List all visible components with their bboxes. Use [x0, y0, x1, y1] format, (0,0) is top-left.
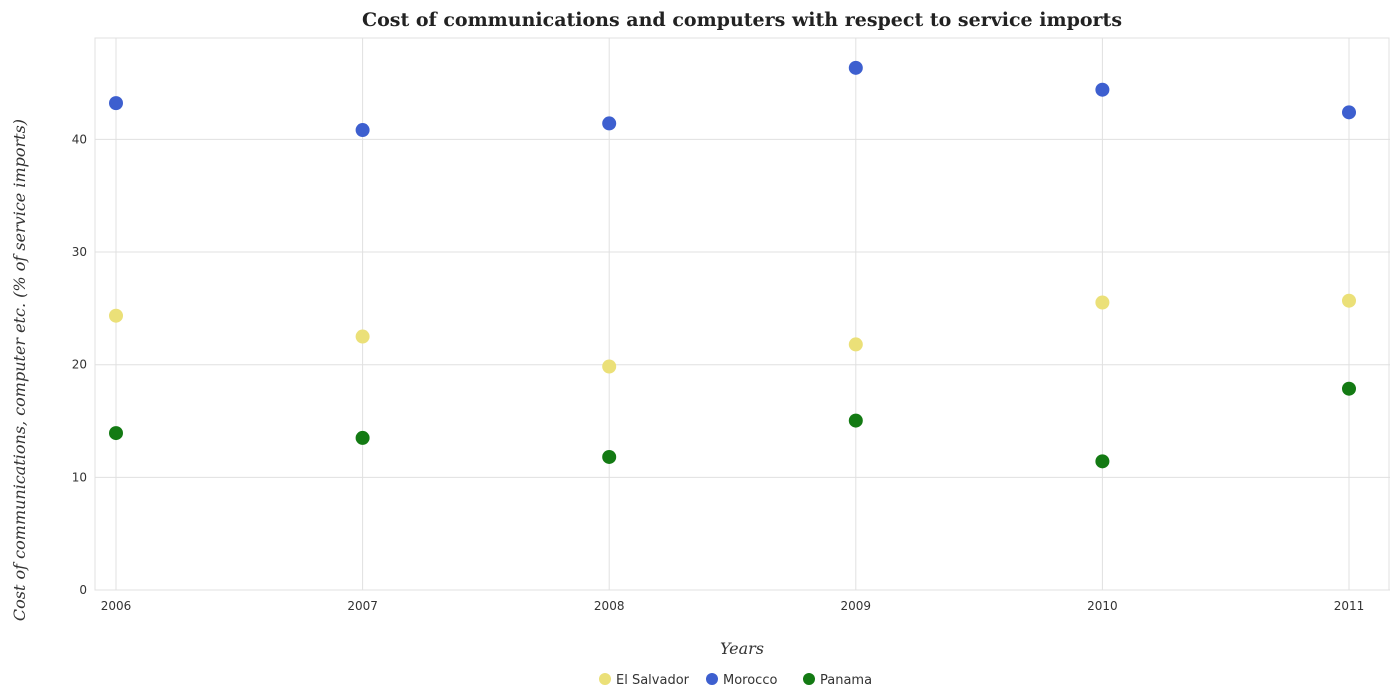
- x-tick-label: 2008: [594, 599, 625, 613]
- point-panama-2008: [602, 449, 617, 464]
- x-tick-label: 2007: [347, 599, 378, 613]
- point-panama-2009: [848, 413, 863, 428]
- plot-frame: [94, 37, 1390, 591]
- y-axis-ticks: 0 10 20 30 40: [72, 132, 87, 597]
- point-morocco-2008: [602, 116, 617, 131]
- point-panama-2011: [1342, 381, 1356, 396]
- point-morocco-2011: [1342, 105, 1356, 120]
- x-tick-label: 2011: [1334, 599, 1365, 613]
- point-el-salvador-2007: [355, 329, 370, 344]
- x-tick-label: 2009: [841, 599, 872, 613]
- point-el-salvador-2009: [848, 337, 863, 352]
- point-panama-2010: [1095, 454, 1110, 469]
- y-axis-label: Cost of communications, computer etc. (%…: [10, 119, 29, 621]
- point-morocco-2007: [355, 123, 370, 138]
- legend-marker-el-salvador: [599, 673, 611, 685]
- point-el-salvador-2006: [109, 308, 123, 323]
- y-tick-label: 10: [72, 470, 87, 484]
- legend: El Salvador Morocco Panama: [599, 673, 872, 688]
- x-tick-label: 2010: [1087, 599, 1118, 613]
- y-tick-label: 0: [79, 583, 87, 597]
- legend-marker-panama: [803, 673, 815, 685]
- y-tick-label: 30: [72, 245, 87, 259]
- y-tick-label: 40: [72, 132, 87, 146]
- point-el-salvador-2008: [602, 359, 617, 374]
- point-panama-2006: [109, 426, 123, 441]
- legend-label-el-salvador: El Salvador: [616, 673, 690, 688]
- point-morocco-2009: [848, 60, 863, 75]
- data-points: [109, 60, 1356, 469]
- point-morocco-2006: [109, 96, 123, 111]
- legend-marker-morocco: [706, 673, 718, 685]
- y-tick-label: 20: [72, 358, 87, 372]
- chart-title: Cost of communications and computers wit…: [362, 9, 1122, 31]
- grid: [94, 37, 1390, 591]
- point-el-salvador-2010: [1095, 295, 1110, 310]
- point-morocco-2010: [1095, 82, 1110, 97]
- x-axis-ticks: 2006 2007 2008 2009 2010 2011: [101, 599, 1365, 613]
- legend-label-morocco: Morocco: [723, 673, 777, 688]
- x-axis-label: Years: [720, 639, 764, 658]
- x-tick-label: 2006: [101, 599, 132, 613]
- legend-label-panama: Panama: [820, 673, 872, 688]
- point-el-salvador-2011: [1342, 293, 1356, 308]
- point-panama-2007: [355, 430, 370, 445]
